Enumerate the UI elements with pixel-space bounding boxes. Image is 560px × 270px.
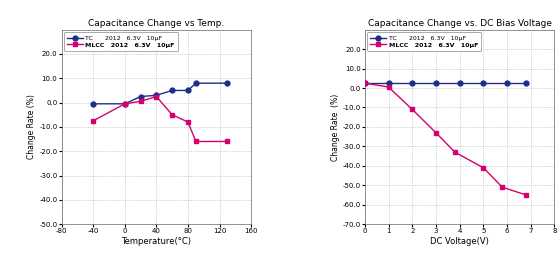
MLCC   2012   6.3V   10μF — [224, 140, 231, 143]
MLCC   2012   6.3V   10μF — [522, 193, 529, 197]
MLCC   2012   6.3V   10μF — [362, 82, 368, 85]
TC      2012   6.3V   10μF — [456, 82, 463, 85]
MLCC   2012   6.3V   10μF — [122, 102, 128, 105]
TC      2012   6.3V   10μF — [90, 102, 96, 105]
TC      2012   6.3V   10μF — [137, 95, 144, 98]
TC      2012   6.3V   10μF — [409, 82, 416, 85]
X-axis label: DC Voltage(V): DC Voltage(V) — [430, 237, 489, 246]
Legend: TC      2012   6.3V   10μF, MLCC   2012   6.3V   10μF: TC 2012 6.3V 10μF, MLCC 2012 6.3V 10μF — [64, 32, 178, 51]
TC      2012   6.3V   10μF — [480, 82, 487, 85]
MLCC   2012   6.3V   10μF — [499, 185, 506, 189]
Title: Capacitance Change vs Temp.: Capacitance Change vs Temp. — [88, 19, 225, 28]
TC      2012   6.3V   10μF — [153, 94, 160, 97]
TC      2012   6.3V   10μF — [362, 82, 368, 85]
TC      2012   6.3V   10μF — [193, 82, 199, 85]
Y-axis label: Change Rate (%): Change Rate (%) — [27, 94, 36, 159]
TC      2012   6.3V   10μF — [385, 82, 392, 85]
Line: MLCC   2012   6.3V   10μF: MLCC 2012 6.3V 10μF — [362, 81, 529, 197]
MLCC   2012   6.3V   10μF — [409, 108, 416, 111]
MLCC   2012   6.3V   10μF — [432, 131, 439, 134]
Line: TC      2012   6.3V   10μF: TC 2012 6.3V 10μF — [91, 81, 230, 106]
MLCC   2012   6.3V   10μF — [137, 100, 144, 103]
Title: Capacitance Change vs. DC Bias Voltage: Capacitance Change vs. DC Bias Voltage — [367, 19, 552, 28]
Line: MLCC   2012   6.3V   10μF: MLCC 2012 6.3V 10μF — [91, 94, 230, 144]
MLCC   2012   6.3V   10μF — [385, 85, 392, 89]
Y-axis label: Change Rate  (%): Change Rate (%) — [330, 93, 340, 161]
TC      2012   6.3V   10μF — [224, 82, 231, 85]
MLCC   2012   6.3V   10μF — [169, 113, 175, 116]
TC      2012   6.3V   10μF — [503, 82, 510, 85]
TC      2012   6.3V   10μF — [432, 82, 439, 85]
TC      2012   6.3V   10μF — [169, 89, 175, 92]
TC      2012   6.3V   10μF — [122, 102, 128, 105]
MLCC   2012   6.3V   10μF — [193, 140, 199, 143]
MLCC   2012   6.3V   10μF — [480, 166, 487, 169]
MLCC   2012   6.3V   10μF — [185, 120, 192, 124]
TC      2012   6.3V   10μF — [522, 82, 529, 85]
TC      2012   6.3V   10μF — [185, 89, 192, 92]
MLCC   2012   6.3V   10μF — [90, 119, 96, 122]
MLCC   2012   6.3V   10μF — [153, 95, 160, 98]
MLCC   2012   6.3V   10μF — [451, 151, 458, 154]
X-axis label: Temperature(°C): Temperature(°C) — [122, 237, 192, 246]
Line: TC      2012   6.3V   10μF: TC 2012 6.3V 10μF — [362, 81, 529, 86]
Legend: TC      2012   6.3V   10μF, MLCC   2012   6.3V   10μF: TC 2012 6.3V 10μF, MLCC 2012 6.3V 10μF — [367, 32, 481, 51]
